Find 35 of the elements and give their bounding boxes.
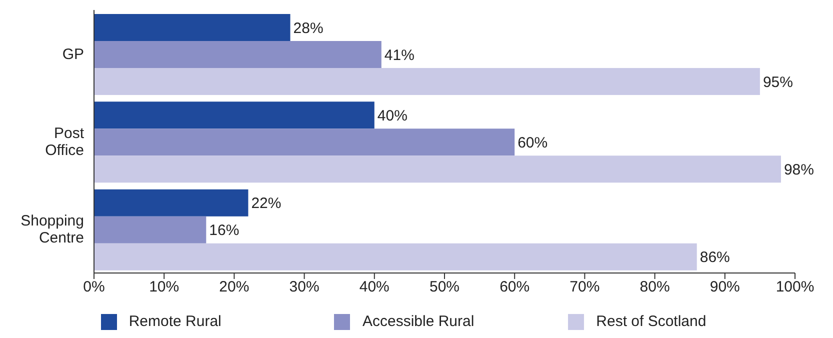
- bar: [94, 156, 781, 183]
- data-label: 60%: [518, 134, 548, 152]
- bar: [94, 243, 697, 270]
- y-tick-label: Post Office: [45, 124, 85, 158]
- x-tick-label: 50%: [429, 278, 460, 296]
- y-tick-label: Shopping Centre: [20, 212, 84, 246]
- x-tick-label: 10%: [149, 278, 180, 296]
- bar: [94, 41, 382, 68]
- data-label: 16%: [209, 222, 240, 240]
- x-tick-label: 30%: [289, 278, 320, 296]
- bar: [94, 189, 248, 216]
- x-tick-label: 0%: [83, 278, 105, 296]
- bar: [94, 68, 760, 95]
- x-tick-label: 60%: [500, 278, 530, 296]
- data-label: 98%: [784, 161, 814, 178]
- x-tick-label: 90%: [710, 278, 740, 296]
- data-label: 40%: [377, 107, 408, 124]
- legend-label: Rest of Scotland: [595, 313, 708, 330]
- bar: [94, 128, 515, 156]
- bar: [94, 14, 290, 41]
- data-label: 95%: [762, 74, 793, 91]
- legend-label: Accessible Rural: [361, 313, 476, 330]
- bar: [94, 102, 374, 129]
- data-label: 28%: [293, 20, 324, 37]
- bar: [94, 216, 206, 244]
- legend-label: Remote Rural: [128, 313, 222, 330]
- x-tick-label: 80%: [640, 278, 670, 296]
- x-tick-label: 40%: [359, 278, 390, 296]
- data-label: 41%: [384, 46, 414, 64]
- y-tick-label: GP: [62, 45, 84, 62]
- x-tick-label: 100%: [776, 278, 814, 296]
- x-tick-label: 70%: [570, 278, 600, 296]
- data-label: 86%: [700, 249, 730, 266]
- x-tick-label: 20%: [219, 278, 250, 296]
- data-label: 22%: [251, 195, 282, 212]
